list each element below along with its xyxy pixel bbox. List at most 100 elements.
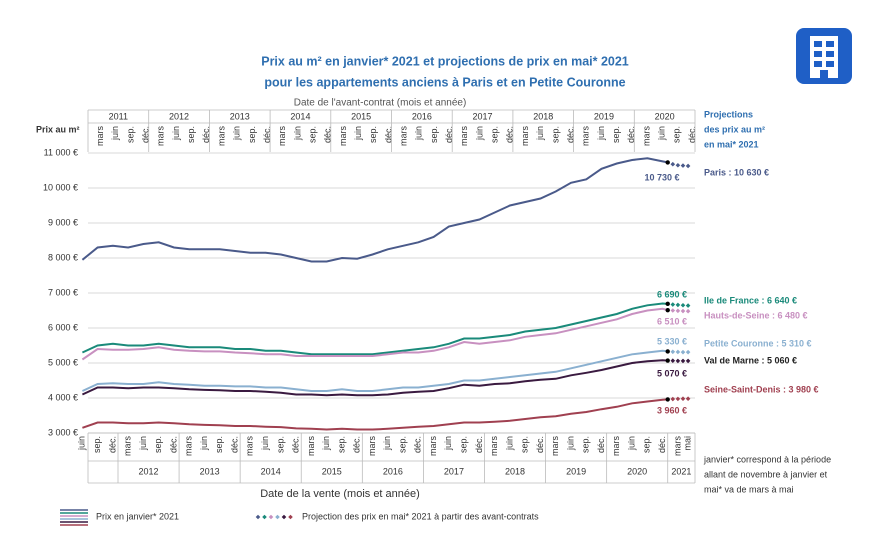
top-month-label: déc. <box>565 126 575 143</box>
top-month-label: déc. <box>262 126 272 143</box>
top-year-label: 2016 <box>412 111 432 121</box>
x-year-label: 2012 <box>139 466 159 476</box>
projection-point <box>680 302 686 308</box>
projection-point <box>670 349 676 355</box>
value-label: 6 690 € <box>657 289 687 299</box>
top-month-label: sep. <box>186 126 196 143</box>
projection-point <box>670 161 676 167</box>
top-month-label: sep. <box>611 126 621 143</box>
top-month-label: mars <box>338 126 348 146</box>
x-year-label: 2013 <box>200 466 220 476</box>
projection-point <box>675 396 681 402</box>
legend: Prix en janvier* 2021 Projection des pri… <box>60 509 539 526</box>
x-month-label: sep. <box>581 436 591 453</box>
legend-label: Projection des prix en mai* 2021 à parti… <box>302 511 539 521</box>
projection-point <box>675 302 681 308</box>
top-month-label: sep. <box>307 126 317 143</box>
x-month-label: juin <box>382 436 392 451</box>
projection-label: Petite Couronne : 5 310 € <box>704 338 812 348</box>
top-month-label: juin <box>656 126 666 141</box>
y-tick-label: 11 000 € <box>44 147 78 157</box>
x-month-label: déc. <box>657 436 667 453</box>
x-month-label: sep. <box>520 436 530 453</box>
projection-point <box>685 349 691 355</box>
top-month-label: juin <box>535 126 545 141</box>
top-year-label: 2018 <box>533 111 553 121</box>
x-year-label: 2020 <box>627 466 647 476</box>
january-point <box>665 397 670 402</box>
top-month-label: juin <box>353 126 363 141</box>
top-month-label: juin <box>414 126 424 141</box>
projection-label: Paris : 10 630 € <box>704 167 769 177</box>
x-month-label: juin <box>260 436 270 451</box>
legend-label: Prix en janvier* 2021 <box>96 511 179 521</box>
series-line <box>81 157 668 263</box>
x-month-label: déc. <box>535 436 545 453</box>
projection-point <box>685 303 691 308</box>
top-month-label: mars <box>156 126 166 146</box>
x-month-label: déc. <box>413 436 423 453</box>
legend-marker <box>255 514 261 520</box>
top-month-label: juin <box>596 126 606 141</box>
y-tick-label: 6 000 € <box>48 322 78 332</box>
x-year-label: 2018 <box>505 466 525 476</box>
x-month-label: sep. <box>275 436 285 453</box>
top-year-label: 2020 <box>655 111 675 121</box>
projection-point <box>680 349 686 355</box>
x-month-label: déc. <box>229 436 239 453</box>
x-month-label: juin <box>565 436 575 451</box>
x-month-label: mars <box>611 436 621 456</box>
x-month-label: déc. <box>107 436 117 453</box>
x-year-label: 2017 <box>444 466 464 476</box>
x-year-label: 2021 <box>671 466 691 476</box>
projection-point <box>680 396 686 401</box>
top-month-label: mars <box>95 126 105 146</box>
note: janvier* correspond à la période <box>703 454 831 464</box>
projection-point <box>670 396 676 402</box>
x-month-label: mai <box>682 436 692 451</box>
top-month-label: déc. <box>323 126 333 143</box>
projection-point <box>685 396 691 401</box>
x-month-label: sep. <box>642 436 652 453</box>
top-axis-label: Date de l'avant-contrat (mois et année) <box>294 98 467 109</box>
series-line <box>81 359 668 397</box>
x-axis-label: Date de la vente (mois et année) <box>260 488 420 500</box>
top-month-label: déc. <box>201 126 211 143</box>
january-point <box>665 307 670 313</box>
top-month-label: déc. <box>444 126 454 143</box>
x-month-label: mars <box>489 436 499 456</box>
projection-point <box>670 308 676 313</box>
projection-label: Val de Marne : 5 060 € <box>704 355 797 365</box>
value-label: 6 510 € <box>657 316 687 326</box>
top-month-label: sep. <box>490 126 500 143</box>
top-month-label: mars <box>277 126 287 146</box>
projection-point <box>675 308 681 314</box>
y-tick-label: 10 000 € <box>43 182 78 192</box>
top-month-label: sep. <box>247 126 257 143</box>
top-month-label: déc. <box>505 126 515 143</box>
y-tick-label: 8 000 € <box>48 252 78 262</box>
value-label: 5 070 € <box>657 368 687 378</box>
y-tick-label: 3 000 € <box>48 427 78 437</box>
chart-title: pour les appartements anciens à Paris et… <box>264 75 625 89</box>
x-year-label: 2019 <box>566 466 586 476</box>
x-month-label: sep. <box>214 436 224 453</box>
y-tick-label: 5 000 € <box>48 357 78 367</box>
series-line <box>82 398 668 431</box>
top-month-label: mars <box>399 126 409 146</box>
january-point <box>665 349 670 354</box>
x-month-label: mars <box>245 436 255 456</box>
series-line <box>81 349 668 392</box>
x-month-label: mars <box>672 436 682 456</box>
value-label: 10 730 € <box>644 172 679 182</box>
series-line <box>81 307 668 361</box>
projection-point <box>670 302 676 307</box>
x-month-label: sep. <box>336 436 346 453</box>
top-month-label: juin <box>110 126 120 141</box>
legend-marker <box>288 514 293 520</box>
top-year-label: 2019 <box>594 111 614 121</box>
top-month-label: sep. <box>368 126 378 143</box>
projection-point <box>680 308 686 314</box>
chart-title: Prix au m² en janvier* 2021 et projectio… <box>261 54 629 68</box>
